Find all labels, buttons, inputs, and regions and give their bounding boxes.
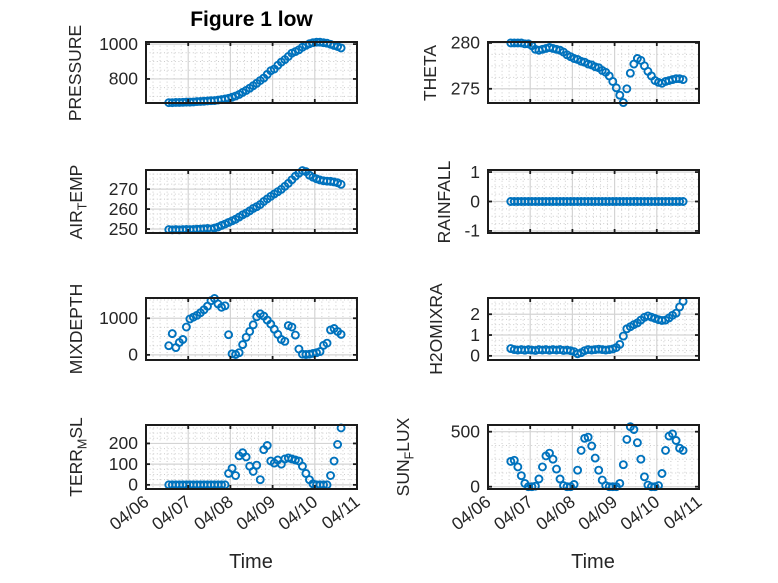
tick-marks xyxy=(145,170,358,233)
theta-plot: 275 280 xyxy=(451,33,700,107)
ylabel-text: THETA xyxy=(420,44,440,102)
tick-marks xyxy=(487,298,700,360)
svg-text:2: 2 xyxy=(470,304,480,324)
svg-text:270: 270 xyxy=(109,179,138,199)
ylabel-subscript: M xyxy=(75,438,90,450)
svg-text:0: 0 xyxy=(128,475,138,495)
ylabel-text: H2OMIXRA xyxy=(426,283,446,375)
y-tick-labels: 0 1000 xyxy=(99,308,138,365)
axes-box xyxy=(145,169,358,234)
scatter-markers xyxy=(164,423,346,490)
sun-flux-ylabel: SUNFLUX xyxy=(391,357,417,557)
scatter-markers xyxy=(506,422,688,492)
svg-text:260: 260 xyxy=(109,199,138,219)
axes-box xyxy=(145,424,358,490)
h2omixra-ylabel: H2OMIXRA xyxy=(424,229,448,429)
minor-grid xyxy=(146,170,357,233)
svg-text:04/07: 04/07 xyxy=(148,491,195,534)
tick-marks xyxy=(145,42,358,103)
ylabel-text-rest: SL xyxy=(66,417,86,439)
ylabel-subscript: T xyxy=(75,202,90,211)
minor-grid xyxy=(146,425,357,489)
svg-text:04/10: 04/10 xyxy=(274,491,321,534)
svg-text:04/08: 04/08 xyxy=(532,491,579,534)
svg-text:1000: 1000 xyxy=(99,34,138,54)
svg-text:04/11: 04/11 xyxy=(318,491,364,533)
svg-text:1000: 1000 xyxy=(99,308,138,328)
minor-grid xyxy=(146,42,357,103)
tick-marks xyxy=(487,42,700,103)
terr-msl-ylabel: TERRMSL xyxy=(64,357,90,557)
svg-text:-1: -1 xyxy=(464,221,480,241)
major-grid xyxy=(145,42,358,103)
scatter-markers xyxy=(164,166,346,235)
svg-text:200: 200 xyxy=(109,433,138,453)
scatter-markers xyxy=(164,294,346,359)
svg-text:1: 1 xyxy=(470,325,480,345)
y-tick-labels: 275 280 xyxy=(451,33,480,99)
svg-text:04/11: 04/11 xyxy=(660,491,706,533)
major-grid xyxy=(487,170,700,233)
svg-text:04/06: 04/06 xyxy=(106,491,153,534)
svg-text:0: 0 xyxy=(470,476,480,496)
axes-box xyxy=(487,297,700,361)
minor-grid xyxy=(488,298,699,360)
ylabel-text-rest: EMP xyxy=(66,164,86,203)
svg-text:800: 800 xyxy=(109,69,138,89)
scatter-markers xyxy=(506,296,688,359)
major-grid xyxy=(487,42,700,103)
svg-text:275: 275 xyxy=(451,79,480,99)
svg-text:0: 0 xyxy=(128,345,138,365)
major-grid xyxy=(487,298,700,360)
svg-text:04/09: 04/09 xyxy=(574,491,621,534)
svg-text:100: 100 xyxy=(109,454,138,474)
y-tick-labels: 0 500 xyxy=(451,421,480,496)
mixdepth-plot: 0 1000 xyxy=(99,294,358,365)
svg-text:280: 280 xyxy=(451,33,480,53)
scatter-markers xyxy=(506,38,688,107)
y-tick-labels: 800 1000 xyxy=(99,34,138,89)
pressure-plot: 800 1000 xyxy=(99,34,358,108)
y-tick-labels: -1 0 1 xyxy=(464,162,480,241)
axes-box xyxy=(487,169,700,234)
axes-box xyxy=(145,297,358,361)
ylabel-text-rest: LUX xyxy=(393,417,413,452)
h2omixra-plot: 012 xyxy=(470,296,700,366)
scatter-markers xyxy=(506,197,688,206)
svg-text:04/06: 04/06 xyxy=(448,491,495,534)
x-axis-label-left: Time xyxy=(229,551,273,573)
svg-text:0: 0 xyxy=(470,346,480,366)
svg-text:250: 250 xyxy=(109,219,138,239)
ylabel-text: SUN xyxy=(393,459,413,497)
y-tick-labels: 012 xyxy=(470,304,480,366)
svg-text:04/08: 04/08 xyxy=(190,491,237,534)
svg-text:0: 0 xyxy=(470,191,480,211)
svg-text:1: 1 xyxy=(470,162,480,182)
ylabel-text: TERR xyxy=(66,449,86,497)
svg-text:500: 500 xyxy=(451,421,480,441)
axes-box xyxy=(487,424,700,490)
x-axis-label-right: Time xyxy=(571,551,615,573)
major-grid xyxy=(145,170,358,233)
svg-text:04/10: 04/10 xyxy=(616,491,663,534)
rainfall-plot: -1 0 1 xyxy=(464,162,700,241)
minor-grid xyxy=(488,42,699,103)
svg-text:04/09: 04/09 xyxy=(232,491,279,534)
axes-box xyxy=(145,41,358,104)
axes-box xyxy=(487,41,700,104)
figure-title: Figure 1 low xyxy=(190,8,313,31)
ylabel-subscript: F xyxy=(402,451,417,460)
svg-text:04/07: 04/07 xyxy=(490,491,537,534)
